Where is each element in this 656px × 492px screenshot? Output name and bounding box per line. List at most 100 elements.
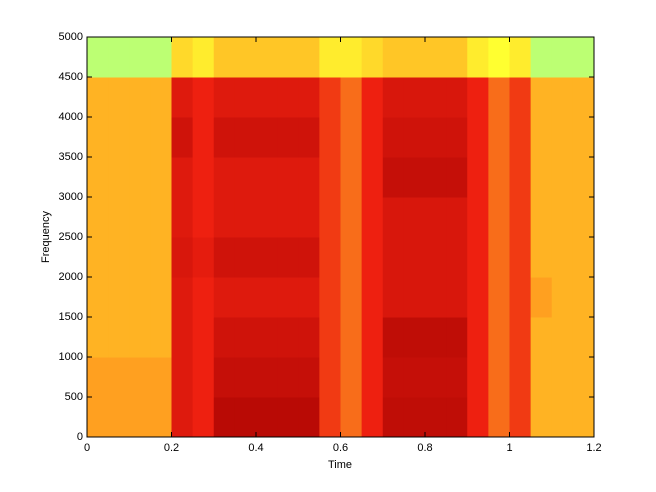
cell	[129, 157, 151, 198]
cell	[108, 37, 130, 78]
cell	[213, 317, 236, 358]
cell	[171, 237, 194, 278]
cell	[446, 317, 468, 358]
cell	[150, 157, 172, 198]
cell	[150, 397, 172, 438]
cell	[277, 157, 299, 198]
cell	[530, 197, 553, 238]
cell	[446, 277, 468, 318]
cell	[551, 117, 574, 158]
cell	[87, 197, 109, 238]
cell	[319, 317, 341, 358]
cell	[171, 77, 194, 118]
cell	[425, 357, 447, 398]
cell	[213, 37, 236, 78]
cell	[256, 357, 278, 398]
cell	[467, 357, 489, 398]
cell	[467, 77, 489, 118]
cell	[509, 397, 532, 438]
y-tick-label: 1000	[59, 351, 83, 363]
cell	[530, 37, 553, 78]
cell	[234, 157, 257, 198]
cell	[319, 357, 341, 398]
cell	[382, 117, 405, 158]
cell	[234, 77, 257, 118]
cell	[192, 37, 215, 78]
cell	[572, 157, 595, 198]
cell	[425, 317, 447, 358]
cell	[488, 277, 510, 318]
cell	[108, 237, 130, 278]
cell	[277, 397, 299, 438]
cell	[256, 197, 278, 238]
cell	[256, 157, 278, 198]
cell	[129, 37, 151, 78]
cell	[488, 317, 510, 358]
cell	[234, 237, 257, 278]
cell	[340, 117, 363, 158]
cell	[551, 317, 574, 358]
cell	[446, 157, 468, 198]
cell	[87, 117, 109, 158]
cell	[256, 237, 278, 278]
cell	[425, 197, 447, 238]
cell	[340, 197, 363, 238]
cell	[171, 197, 194, 238]
cell	[488, 157, 510, 198]
cell	[382, 397, 405, 438]
cell	[87, 397, 109, 438]
cell	[403, 157, 426, 198]
cell	[150, 277, 172, 318]
cell	[509, 77, 532, 118]
cell	[108, 277, 130, 318]
cell	[551, 397, 574, 438]
cell	[129, 397, 151, 438]
cell	[382, 237, 405, 278]
cell	[256, 317, 278, 358]
cell	[509, 357, 532, 398]
cell	[256, 77, 278, 118]
cell	[572, 397, 595, 438]
cell	[361, 357, 384, 398]
cell	[171, 317, 194, 358]
x-tick-label: 0.6	[333, 442, 348, 454]
cell	[403, 317, 426, 358]
cell	[509, 117, 532, 158]
cell	[192, 357, 215, 398]
cell	[488, 117, 510, 158]
cell	[509, 237, 532, 278]
y-tick-label: 4000	[59, 111, 83, 123]
cell	[319, 237, 341, 278]
cell	[108, 197, 130, 238]
cell	[551, 37, 574, 78]
cell	[129, 357, 151, 398]
cell	[298, 397, 320, 438]
cell	[256, 37, 278, 78]
cell	[530, 397, 553, 438]
cell	[298, 277, 320, 318]
cell	[572, 77, 595, 118]
cell	[551, 357, 574, 398]
cell	[129, 77, 151, 118]
cell	[467, 277, 489, 318]
cell	[340, 357, 363, 398]
cell	[213, 117, 236, 158]
cell	[425, 77, 447, 118]
cell	[530, 237, 553, 278]
cell	[319, 277, 341, 318]
cell	[382, 77, 405, 118]
x-axis-label: Time	[328, 459, 352, 471]
y-tick-label: 3500	[59, 151, 83, 163]
cell	[361, 317, 384, 358]
cell	[108, 77, 130, 118]
cell	[446, 77, 468, 118]
cell	[488, 37, 510, 78]
cell	[277, 357, 299, 398]
cell	[382, 277, 405, 318]
cell	[277, 237, 299, 278]
cell	[403, 117, 426, 158]
y-tick-label: 3000	[59, 191, 83, 203]
cell	[467, 157, 489, 198]
cell	[192, 277, 215, 318]
